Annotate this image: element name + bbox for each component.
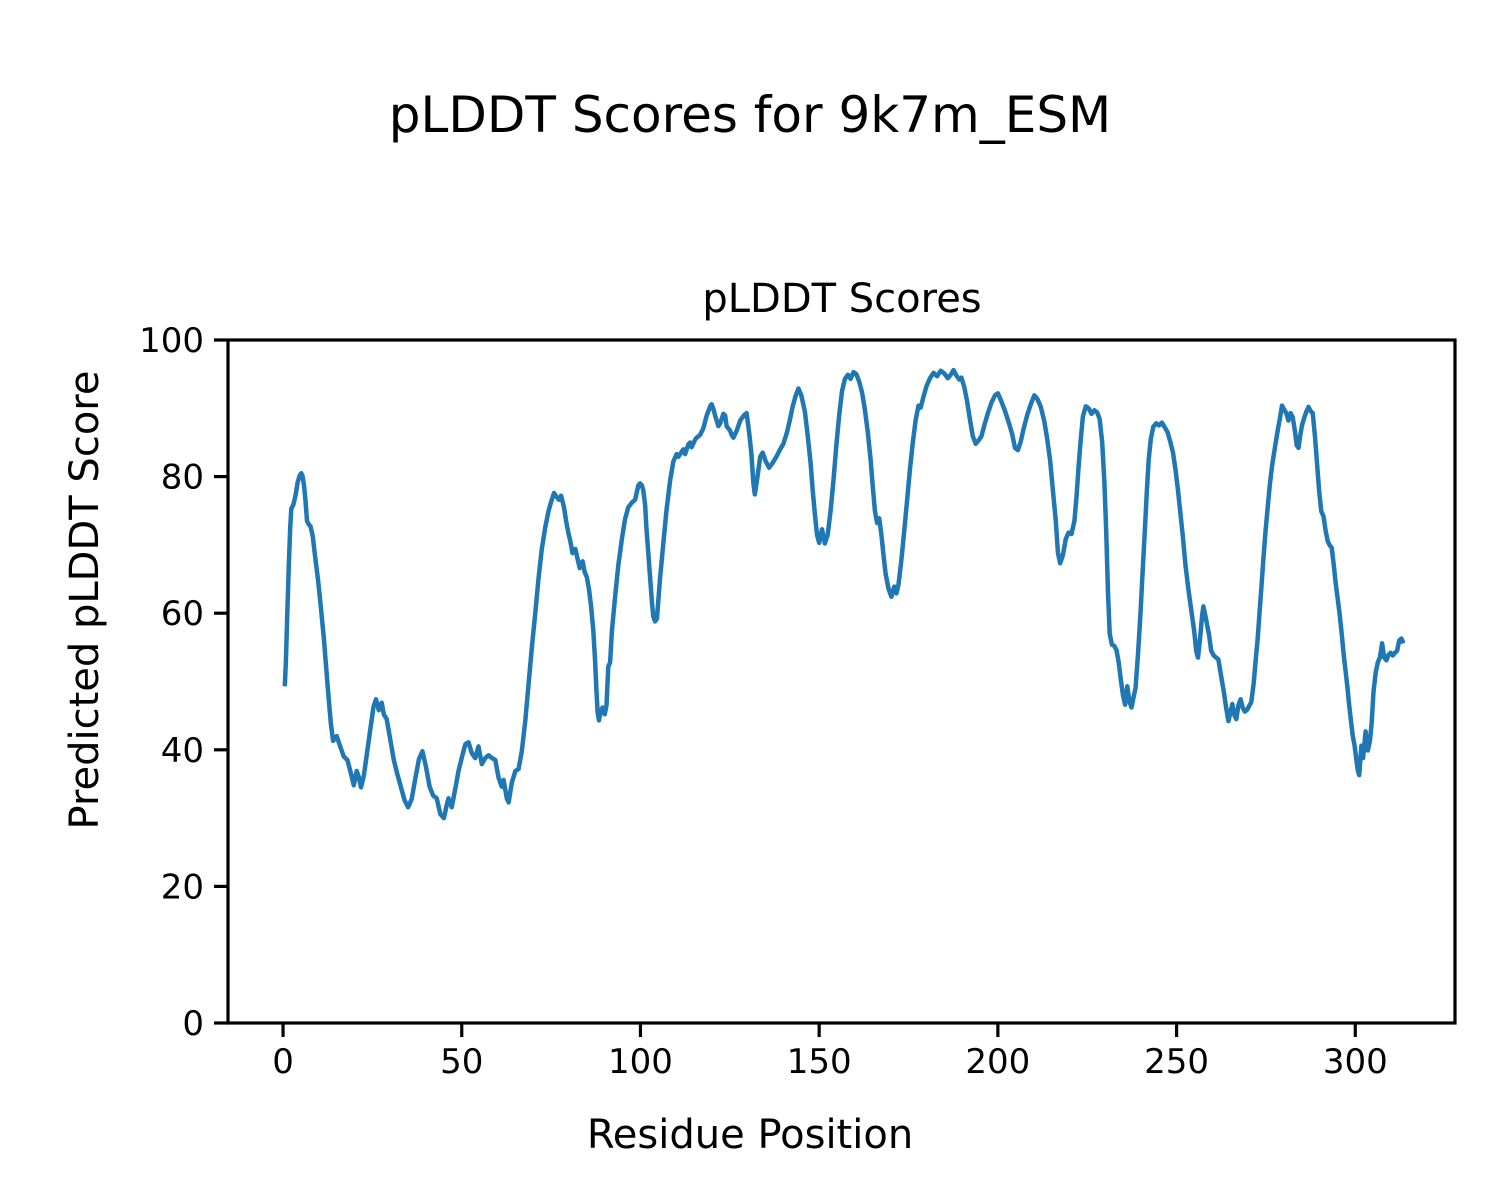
x-axis-tick-labels: 0 50 100 150 200 250 300 — [272, 1042, 1388, 1082]
x-tick-label: 200 — [965, 1042, 1030, 1082]
plddt-line-series — [282, 367, 1406, 821]
y-axis-label: Predicted pLDDT Score — [62, 370, 108, 830]
x-axis-label: Residue Position — [586, 1112, 914, 1158]
y-tick-label: 100 — [139, 321, 204, 361]
x-tick-label: 300 — [1323, 1042, 1388, 1082]
x-tick-label: 150 — [787, 1042, 852, 1082]
axes-title: pLDDT Scores — [702, 276, 982, 322]
y-axis-ticks — [214, 338, 228, 1025]
x-axis-ticks — [281, 1023, 1357, 1037]
x-tick-label: 250 — [1144, 1042, 1209, 1082]
y-tick-label: 40 — [161, 731, 204, 771]
y-axis-tick-labels: 0 20 40 60 80 100 — [139, 321, 204, 1044]
y-tick-label: 80 — [161, 458, 204, 498]
plot-frame — [226, 338, 1457, 1025]
x-tick-label: 100 — [608, 1042, 673, 1082]
x-tick-label: 0 — [272, 1042, 294, 1082]
y-tick-label: 60 — [161, 594, 204, 634]
y-tick-label: 0 — [182, 1004, 204, 1044]
x-tick-label: 50 — [440, 1042, 483, 1082]
figure-suptitle: pLDDT Scores for 9k7m_ESM — [388, 86, 1112, 144]
y-tick-label: 20 — [161, 867, 204, 907]
